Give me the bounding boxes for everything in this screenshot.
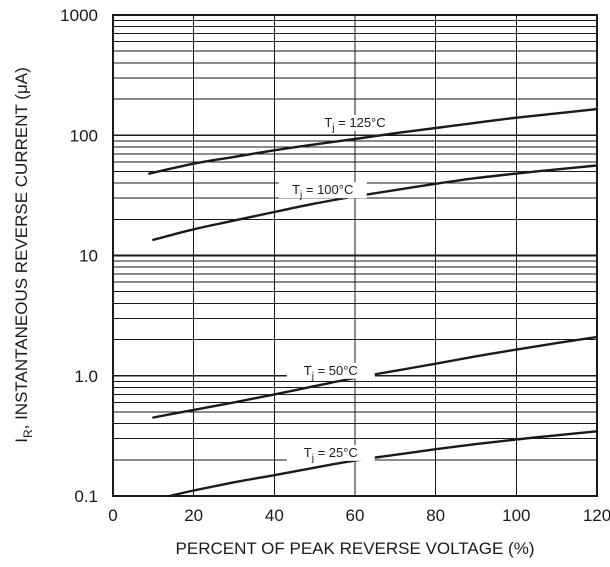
y-axis-title-rest: , INSTANTANEOUS REVERSE CURRENT (μA) — [12, 67, 31, 429]
x-tick-label: 40 — [265, 506, 284, 525]
curve-label-text: Tj = 25°C — [304, 445, 358, 464]
x-tick-label: 80 — [426, 506, 445, 525]
curve-label: Tj = 100°C — [278, 182, 367, 201]
curve-labels: Tj = 125°C Tj = 100°C Tj = 50°C Tj = 25°C — [278, 115, 399, 464]
grid — [113, 15, 597, 496]
y-tick-label: 10 — [79, 247, 98, 266]
x-tick-labels: 0 20 40 60 80 100 120 — [108, 506, 610, 525]
x-tick-label: 20 — [184, 506, 203, 525]
y-tick-label: 100 — [70, 126, 98, 145]
y-axis-title: IR, INSTANTANEOUS REVERSE CURRENT (μA) — [12, 67, 35, 443]
curve-label-text: Tj = 50°C — [304, 363, 358, 382]
x-tick-label: 120 — [583, 506, 610, 525]
curve-label: Tj = 25°C — [286, 444, 375, 464]
curve-label-bg — [286, 362, 375, 379]
x-axis-title: PERCENT OF PEAK REVERSE VOLTAGE (%) — [176, 539, 535, 558]
series-line — [152, 335, 599, 419]
series-line — [152, 164, 599, 241]
curve-label-bg — [286, 444, 375, 461]
curve-label: Tj = 125°C — [311, 115, 399, 134]
y-axis-title-sub: R — [21, 429, 35, 438]
y-tick-label: 0.1 — [74, 487, 98, 506]
x-tick-label: 0 — [108, 506, 117, 525]
y-tick-label: 1000 — [60, 6, 98, 25]
series-line — [168, 430, 599, 498]
x-tick-label: 60 — [346, 506, 365, 525]
curve-label-bg — [278, 182, 367, 199]
curve-label-text: Tj = 125°C — [324, 115, 385, 134]
x-tick-label: 100 — [502, 506, 530, 525]
curve-label-bg — [311, 115, 399, 132]
series-line — [148, 107, 599, 175]
curves — [148, 107, 599, 498]
curve-label: Tj = 50°C — [286, 362, 375, 382]
curve-label-text: Tj = 100°C — [292, 182, 353, 201]
y-tick-label: 1.0 — [74, 367, 98, 386]
plot-frame — [112, 14, 598, 497]
y-tick-labels: 0.1 1.0 10 100 1000 — [60, 6, 98, 506]
y-axis-title-main: I — [12, 438, 31, 443]
